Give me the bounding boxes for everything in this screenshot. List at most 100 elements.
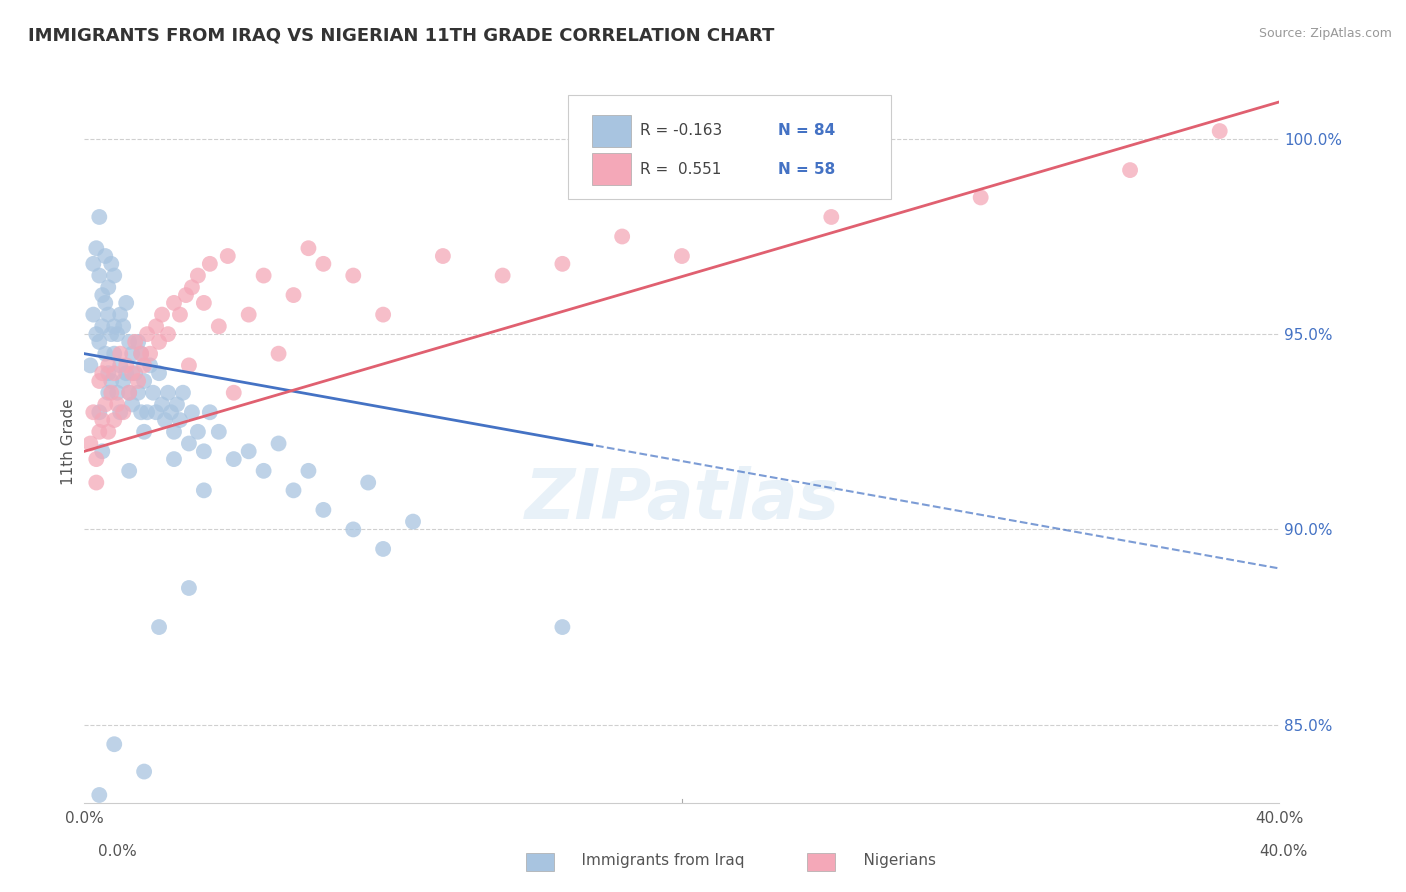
Point <box>312 503 335 517</box>
Point <box>238 444 260 458</box>
Point <box>103 366 125 380</box>
Point <box>177 359 200 373</box>
Point <box>86 327 108 342</box>
Point <box>177 581 200 595</box>
Point <box>118 334 141 349</box>
Point <box>145 405 167 419</box>
Point <box>253 268 276 283</box>
Point <box>91 413 114 427</box>
Point <box>142 385 165 400</box>
Point <box>94 346 117 360</box>
Point <box>342 523 364 537</box>
Point <box>148 366 170 380</box>
Point <box>217 249 239 263</box>
Point <box>492 268 515 283</box>
Point <box>79 436 101 450</box>
Point <box>193 483 215 498</box>
Point <box>551 620 574 634</box>
Point <box>432 249 454 263</box>
Point <box>163 425 186 439</box>
Point <box>112 405 135 419</box>
Point <box>89 210 111 224</box>
Point <box>283 483 305 498</box>
Point <box>169 308 191 322</box>
Point <box>163 296 186 310</box>
Point <box>150 397 173 411</box>
Point <box>103 268 125 283</box>
Text: Immigrants from Iraq: Immigrants from Iraq <box>562 854 745 868</box>
Point <box>115 366 138 380</box>
Point <box>89 334 111 349</box>
Point <box>181 280 204 294</box>
Point <box>89 268 111 283</box>
Point <box>222 452 245 467</box>
Point <box>172 385 194 400</box>
Point <box>193 444 215 458</box>
Text: ZIPatlas: ZIPatlas <box>524 466 839 533</box>
Text: Nigerians: Nigerians <box>844 854 935 868</box>
Point <box>174 288 197 302</box>
Point <box>132 374 156 388</box>
Point <box>139 359 162 373</box>
Point <box>612 229 634 244</box>
Point <box>100 374 122 388</box>
Point <box>169 413 191 427</box>
Point <box>127 385 149 400</box>
Point <box>820 210 842 224</box>
Point <box>103 413 125 427</box>
Point <box>198 257 221 271</box>
Point <box>139 346 162 360</box>
Point <box>357 475 380 490</box>
Point <box>103 319 125 334</box>
Point <box>157 327 180 342</box>
Point <box>253 464 276 478</box>
Point <box>551 257 574 271</box>
Point <box>153 413 176 427</box>
Point <box>312 257 335 271</box>
Point <box>132 764 156 779</box>
Point <box>82 405 104 419</box>
Point <box>127 334 149 349</box>
Point <box>136 327 159 342</box>
FancyBboxPatch shape <box>592 115 630 147</box>
Point <box>148 334 170 349</box>
Point <box>82 257 104 271</box>
Point <box>124 334 146 349</box>
Point <box>1209 124 1232 138</box>
Point <box>208 425 231 439</box>
Point <box>97 425 120 439</box>
Point <box>91 444 114 458</box>
Point <box>100 257 122 271</box>
Point <box>187 268 209 283</box>
Point <box>97 308 120 322</box>
Point <box>150 308 173 322</box>
Point <box>1119 163 1142 178</box>
Point <box>166 397 188 411</box>
Point <box>402 515 425 529</box>
Point <box>100 385 122 400</box>
Point <box>373 541 395 556</box>
Text: IMMIGRANTS FROM IRAQ VS NIGERIAN 11TH GRADE CORRELATION CHART: IMMIGRANTS FROM IRAQ VS NIGERIAN 11TH GR… <box>28 27 775 45</box>
Point <box>86 241 108 255</box>
Point <box>89 788 111 802</box>
Point <box>124 366 146 380</box>
Point <box>105 327 128 342</box>
Point <box>115 359 138 373</box>
Point <box>121 346 143 360</box>
Point <box>342 268 364 283</box>
Point <box>222 385 245 400</box>
Point <box>94 397 117 411</box>
Point <box>105 385 128 400</box>
Point <box>238 308 260 322</box>
Point <box>157 385 180 400</box>
Point <box>110 308 132 322</box>
Point <box>97 385 120 400</box>
Point <box>145 319 167 334</box>
Point <box>86 475 108 490</box>
Text: R = -0.163: R = -0.163 <box>640 123 723 138</box>
Point <box>129 346 152 360</box>
Point <box>121 397 143 411</box>
Point <box>267 436 290 450</box>
Point <box>297 464 319 478</box>
Text: Source: ZipAtlas.com: Source: ZipAtlas.com <box>1258 27 1392 40</box>
